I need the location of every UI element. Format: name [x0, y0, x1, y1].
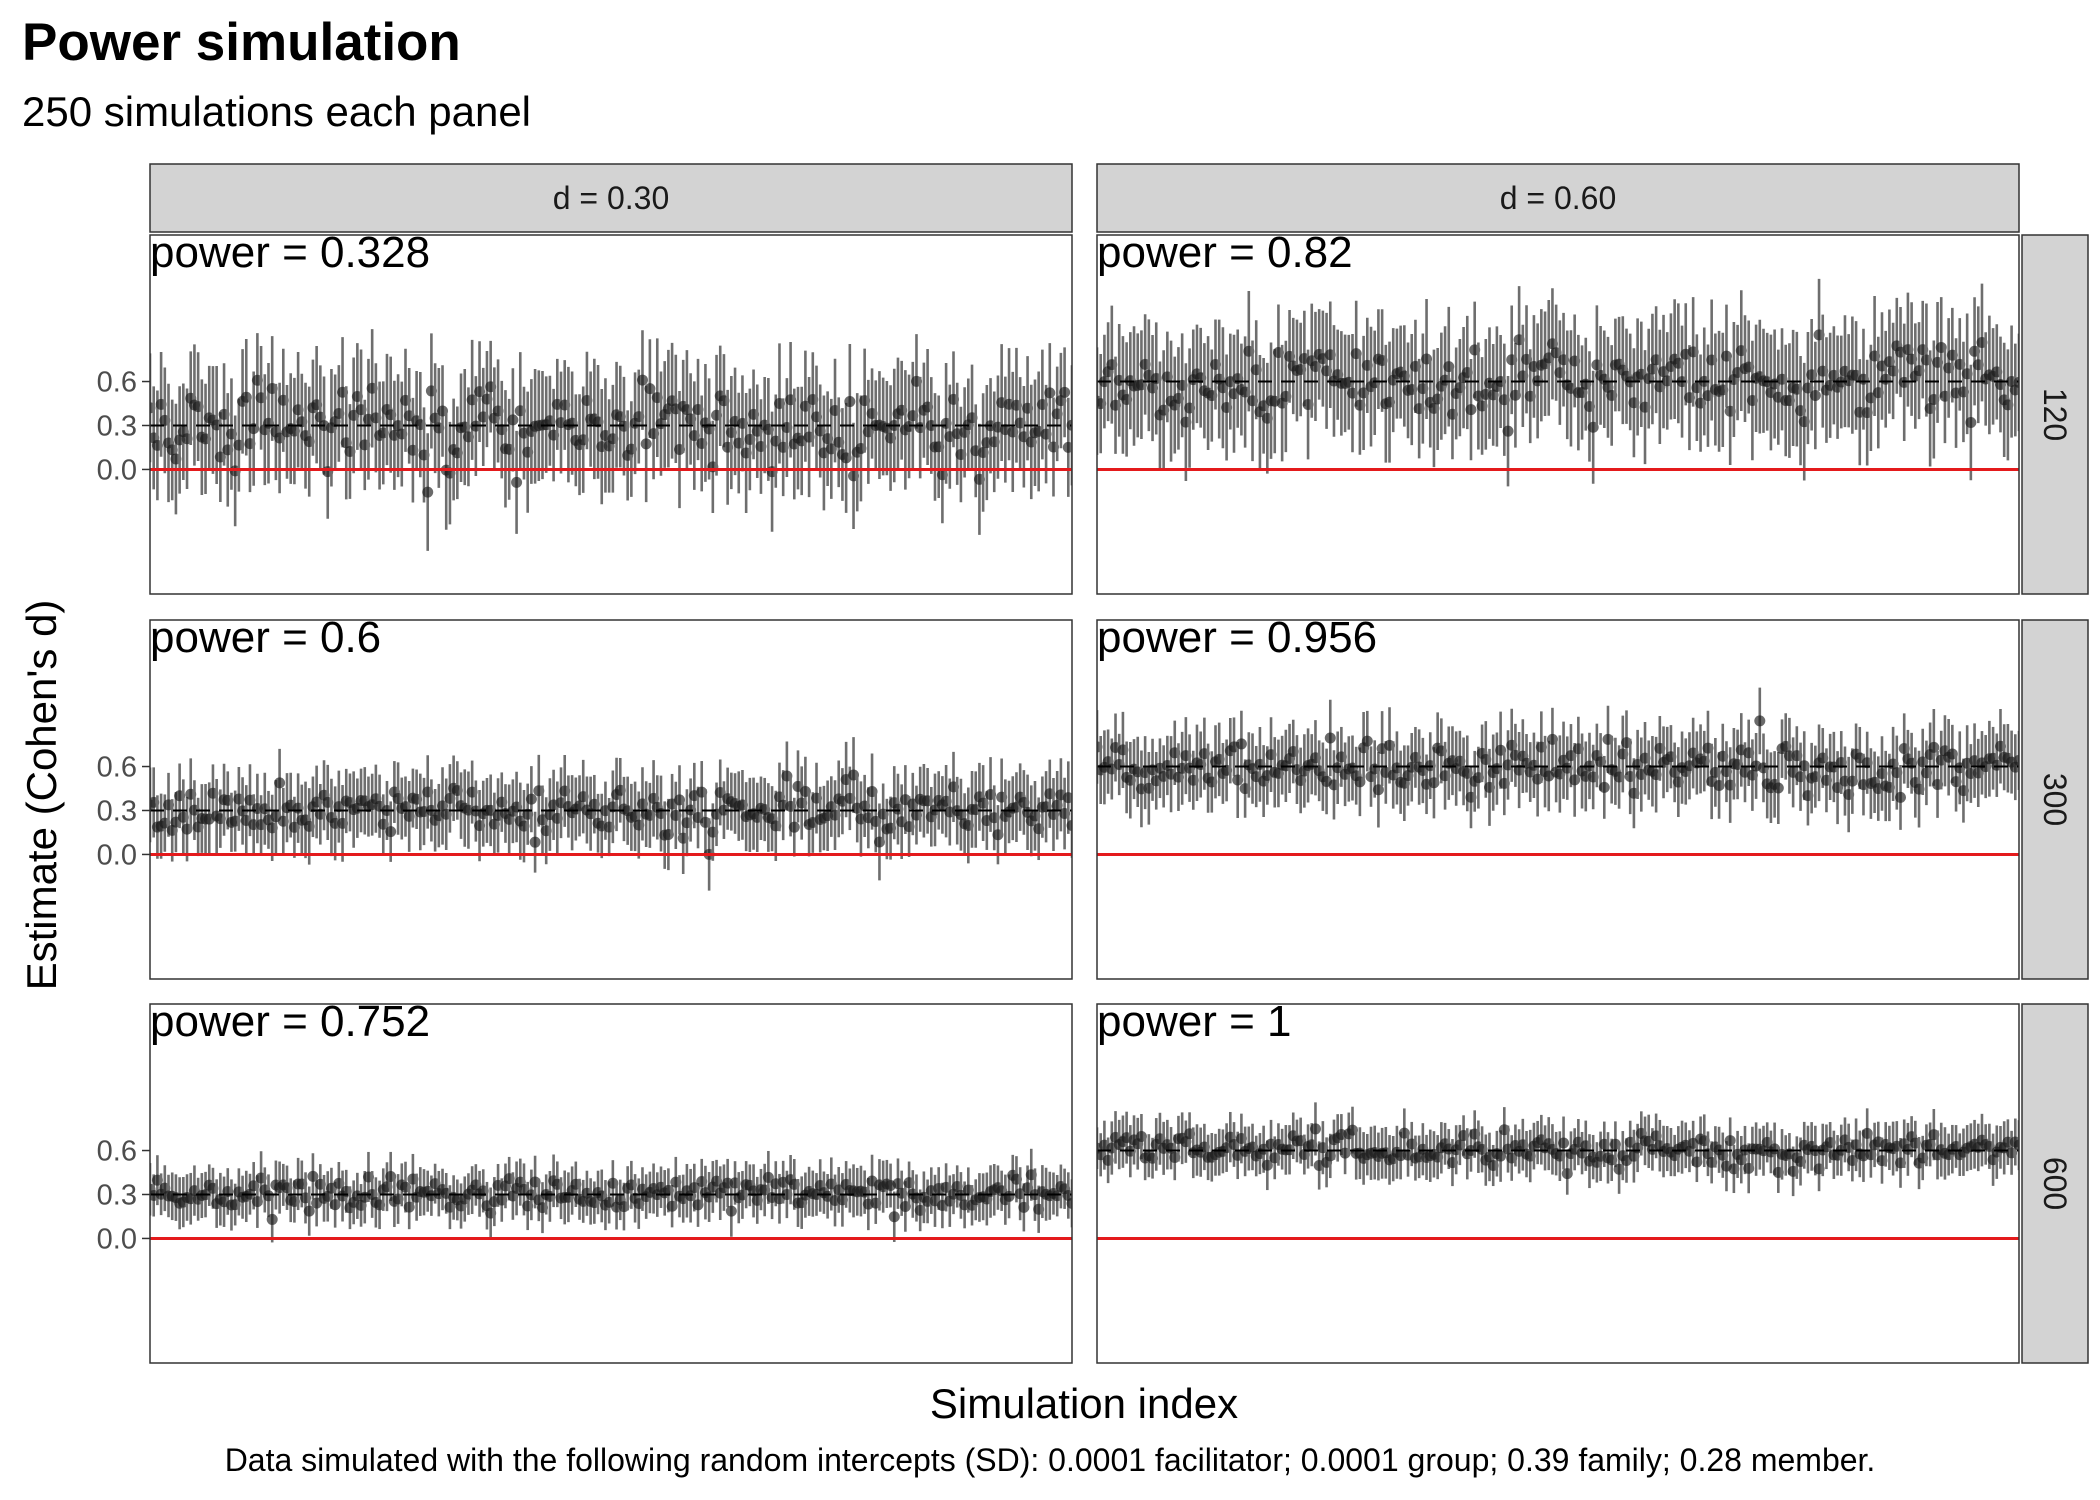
row-strip-label: 600	[2037, 1157, 2073, 1210]
estimate-point	[307, 1170, 319, 1182]
y-tick-label: 0.0	[97, 1223, 137, 1255]
power-label: power = 0.752	[150, 997, 430, 1046]
estimate-point	[844, 396, 856, 408]
simulation-marks	[1097, 687, 2019, 833]
row-strip-label: 300	[2037, 773, 2073, 826]
panel-border	[149, 234, 1073, 595]
estimate-point	[1928, 741, 1940, 753]
chart-subtitle: 250 simulations each panel	[22, 88, 532, 135]
estimate-point	[636, 374, 648, 386]
estimate-point	[303, 1205, 315, 1217]
simulation-marks	[1097, 278, 2019, 487]
estimate-point	[422, 486, 434, 498]
estimate-point	[266, 1213, 278, 1225]
estimate-point	[1587, 421, 1599, 433]
panel-4: power = 0.956	[1096, 613, 2020, 980]
row-strip-2	[2021, 619, 2089, 980]
estimate-point	[1754, 715, 1766, 727]
estimate-point	[725, 1205, 737, 1217]
estimate-point	[1324, 732, 1336, 744]
estimate-point	[1502, 425, 1514, 437]
estimate-point	[1724, 1135, 1736, 1147]
estimate-point	[274, 777, 286, 789]
panel-6: power = 1	[1096, 997, 2020, 1364]
estimate-point	[1059, 386, 1071, 398]
column-strip-label: d = 0.30	[553, 180, 670, 216]
estimate-point	[529, 836, 541, 848]
estimate-point	[507, 414, 519, 426]
power-label: power = 0.82	[1097, 228, 1353, 277]
estimate-point	[1062, 1190, 1072, 1202]
y-tick-label: 0.6	[97, 367, 137, 399]
estimate-point	[1772, 782, 1784, 794]
panel-border	[1096, 619, 2020, 980]
simulation-marks	[150, 329, 1072, 551]
estimate-point	[2013, 376, 2019, 388]
estimate-point	[1066, 819, 1072, 831]
panel-1: 0.0 0.3 0.6 power = 0.328	[97, 228, 1073, 595]
simulation-marks	[150, 737, 1072, 891]
estimate-point	[1235, 738, 1247, 750]
power-label: power = 0.956	[1097, 613, 1377, 662]
panel-border	[149, 619, 1073, 980]
estimate-point	[2013, 1139, 2019, 1151]
power-label: power = 0.328	[150, 228, 430, 277]
estimate-point	[525, 793, 537, 805]
estimate-point	[1809, 390, 1821, 402]
chart-caption: Data simulated with the following random…	[224, 1442, 1876, 1478]
y-tick-label: 0.3	[97, 410, 137, 442]
y-tick-label: 0.6	[97, 752, 137, 784]
estimate-point	[1309, 1123, 1321, 1135]
y-tick-label: 0.6	[97, 1136, 137, 1168]
y-tick-label: 0.3	[97, 1179, 137, 1211]
y-tick-label: 0.0	[97, 839, 137, 871]
y-tick-label: 0.3	[97, 795, 137, 827]
power-label: power = 0.6	[150, 613, 381, 662]
y-tick-label: 0.0	[97, 454, 137, 486]
simulation-marks	[150, 1148, 1072, 1243]
estimate-point	[1044, 387, 1056, 399]
estimate-point	[511, 476, 523, 488]
estimate-point	[1066, 419, 1072, 431]
simulation-marks	[1097, 1102, 2019, 1197]
column-strip-label: d = 0.60	[1500, 180, 1617, 216]
estimate-point	[1066, 1197, 1072, 1209]
estimate-point	[1495, 1150, 1507, 1162]
estimate-point	[1062, 441, 1072, 453]
panel-2: power = 0.82	[1096, 228, 2020, 595]
column-strip-1	[149, 163, 1073, 233]
estimate-point	[1558, 1137, 1570, 1149]
estimate-point	[888, 1211, 900, 1223]
panel-border	[1096, 1003, 2020, 1364]
estimate-point	[1465, 404, 1477, 416]
estimate-point	[1965, 416, 1977, 428]
panel-3: 0.0 0.3 0.6 power = 0.6	[97, 613, 1073, 980]
panels-layer: d = 0.30 d = 0.60 120 300 600 0.0 0.3 0.6 power …	[97, 163, 2089, 1364]
estimate-point	[788, 821, 800, 833]
estimate-point	[1062, 792, 1072, 804]
panel-5: 0.0 0.3 0.6 power = 0.752	[97, 997, 1073, 1364]
estimate-point	[1895, 791, 1907, 803]
estimate-point	[1598, 781, 1610, 793]
row-strip-1	[2021, 234, 2089, 595]
power-label: power = 1	[1097, 997, 1291, 1046]
row-strip-label: 120	[2037, 388, 2073, 441]
y-axis-title: Estimate (Cohen's d)	[18, 600, 65, 991]
panel-border	[1096, 234, 2020, 595]
estimate-point	[1361, 735, 1373, 747]
column-strip-2	[1096, 163, 2020, 233]
row-strip-3	[2021, 1003, 2089, 1364]
estimate-point	[640, 438, 652, 450]
estimate-point	[403, 1201, 415, 1213]
chart-title: Power simulation	[22, 13, 461, 72]
estimate-point	[1372, 784, 1384, 796]
x-axis-title: Simulation index	[930, 1380, 1238, 1427]
estimate-point	[385, 826, 397, 838]
panel-border	[149, 1003, 1073, 1364]
estimate-point	[1232, 774, 1244, 786]
estimate-point	[2013, 754, 2019, 766]
